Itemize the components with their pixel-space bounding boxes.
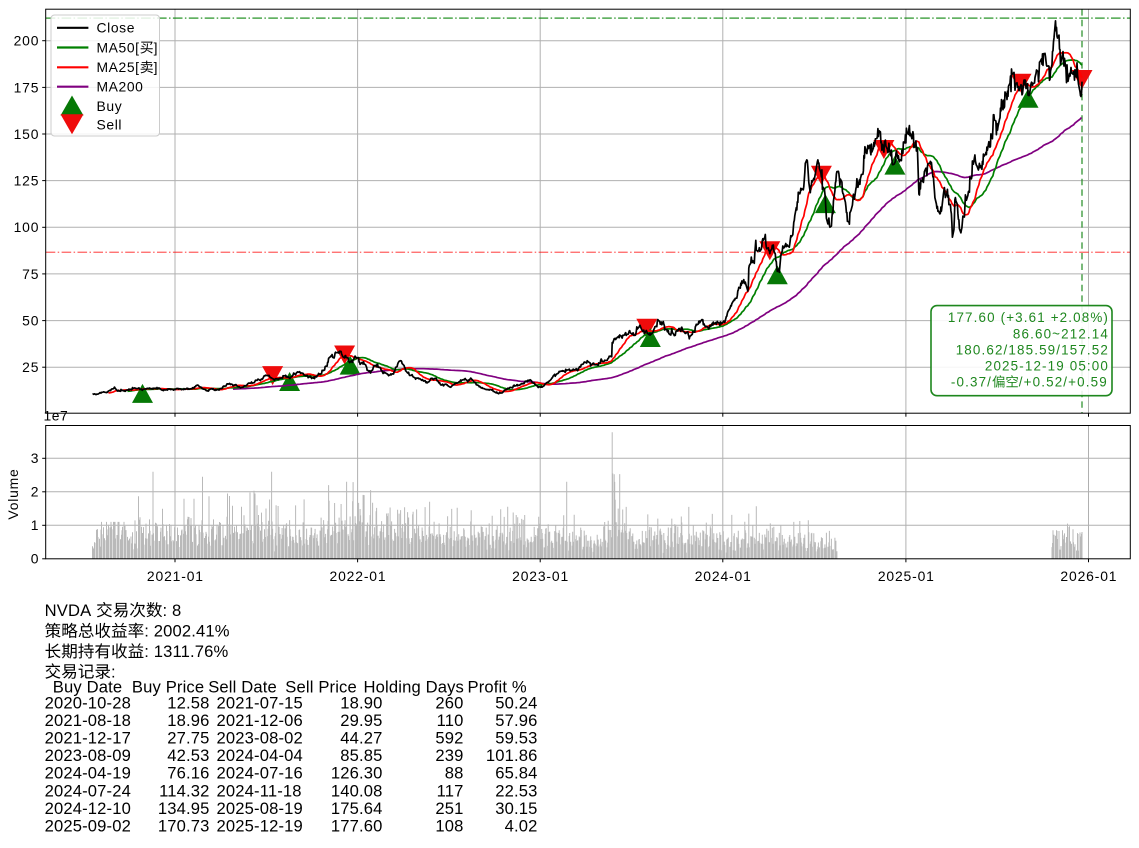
svg-text:175.64: 175.64 <box>331 799 383 818</box>
svg-text:Volume: Volume <box>5 468 21 519</box>
svg-text:2: 2 <box>31 484 40 500</box>
svg-text:4.02: 4.02 <box>505 816 538 835</box>
svg-text:2025-12-19: 2025-12-19 <box>217 816 303 835</box>
svg-text:50.24: 50.24 <box>495 694 537 713</box>
svg-text:2025-01: 2025-01 <box>878 568 935 584</box>
svg-text:2026-01: 2026-01 <box>1060 568 1117 584</box>
svg-text:2025-09-02: 2025-09-02 <box>45 816 131 835</box>
svg-text:2024-04-19: 2024-04-19 <box>45 764 131 783</box>
svg-text:44.27: 44.27 <box>340 729 382 748</box>
svg-text:114.32: 114.32 <box>159 781 209 800</box>
svg-text:2023-08-02: 2023-08-02 <box>217 729 303 748</box>
svg-text:140.08: 140.08 <box>331 781 383 800</box>
svg-text:175: 175 <box>14 79 40 95</box>
svg-text:200: 200 <box>14 33 40 49</box>
svg-text:125: 125 <box>14 173 40 189</box>
svg-text:MA25[: MA25[ <box>97 59 140 75</box>
svg-text:1e7: 1e7 <box>44 408 69 424</box>
svg-text:Sell: Sell <box>97 116 123 132</box>
svg-text:2024-12-10: 2024-12-10 <box>45 799 131 818</box>
svg-text:88: 88 <box>445 764 464 783</box>
svg-text:Buy Price: Buy Price <box>132 678 204 697</box>
svg-text:30.15: 30.15 <box>495 799 537 818</box>
svg-text:2023-08-09: 2023-08-09 <box>45 746 131 765</box>
svg-text:57.96: 57.96 <box>495 711 537 730</box>
svg-text:2021-12-17: 2021-12-17 <box>45 729 131 748</box>
svg-text:3: 3 <box>31 450 40 466</box>
svg-text:Profit %: Profit % <box>468 678 527 697</box>
svg-text:177.60 (+3.61 +2.08%): 177.60 (+3.61 +2.08%) <box>948 310 1109 325</box>
svg-text:]: ] <box>154 39 158 55</box>
svg-text:251: 251 <box>435 799 463 818</box>
svg-text:150: 150 <box>14 126 40 142</box>
svg-text:592: 592 <box>435 729 463 748</box>
svg-text::: : <box>111 662 116 681</box>
svg-text:2021-12-06: 2021-12-06 <box>217 711 303 730</box>
svg-text:76.16: 76.16 <box>167 764 209 783</box>
svg-text:2024-04-04: 2024-04-04 <box>217 746 303 765</box>
svg-text:: 8: : 8 <box>163 601 182 620</box>
svg-text:2021-08-18: 2021-08-18 <box>45 711 131 730</box>
svg-text:2024-07-24: 2024-07-24 <box>45 781 131 800</box>
svg-text:2020-10-28: 2020-10-28 <box>45 694 131 713</box>
svg-text:2024-11-18: 2024-11-18 <box>217 781 302 800</box>
svg-text:110: 110 <box>437 711 464 730</box>
svg-text:Sell Date: Sell Date <box>208 678 277 697</box>
svg-text:2025-08-19: 2025-08-19 <box>217 799 303 818</box>
svg-text:22.53: 22.53 <box>495 781 537 800</box>
svg-text:108: 108 <box>435 816 463 835</box>
svg-text:239: 239 <box>435 746 463 765</box>
svg-text:]: ] <box>154 59 158 75</box>
svg-text:42.53: 42.53 <box>167 746 209 765</box>
svg-text:Holding Days: Holding Days <box>364 678 465 697</box>
svg-text:65.84: 65.84 <box>495 764 537 783</box>
svg-text:100: 100 <box>14 219 40 235</box>
svg-text:2024-01: 2024-01 <box>695 568 752 584</box>
svg-text:2024-07-16: 2024-07-16 <box>217 764 303 783</box>
svg-text:2022-01: 2022-01 <box>330 568 387 584</box>
svg-text:2025-12-19 05:00: 2025-12-19 05:00 <box>985 359 1109 374</box>
svg-text:134.95: 134.95 <box>158 799 210 818</box>
svg-text:MA200: MA200 <box>97 79 144 95</box>
svg-text:2021-01: 2021-01 <box>147 568 204 584</box>
svg-text:75: 75 <box>22 266 39 282</box>
svg-text:18.96: 18.96 <box>167 711 209 730</box>
svg-text:: 2002.41%: : 2002.41% <box>144 622 230 641</box>
svg-text:1: 1 <box>31 517 40 533</box>
svg-text:0: 0 <box>31 551 40 567</box>
svg-text:MA50[: MA50[ <box>97 39 140 55</box>
svg-text:126.30: 126.30 <box>331 764 383 783</box>
svg-text:29.95: 29.95 <box>340 711 382 730</box>
svg-text:-0.37/: -0.37/ <box>951 375 992 390</box>
svg-text:27.75: 27.75 <box>167 729 209 748</box>
svg-text:180.62/185.59/157.52: 180.62/185.59/157.52 <box>956 342 1109 357</box>
svg-text:260: 260 <box>435 694 463 713</box>
svg-text:Close: Close <box>97 20 136 36</box>
svg-text:/+0.52/+0.59: /+0.52/+0.59 <box>1019 375 1108 390</box>
svg-text:85.85: 85.85 <box>340 746 382 765</box>
svg-text:2023-01: 2023-01 <box>512 568 569 584</box>
svg-text:170.73: 170.73 <box>158 816 210 835</box>
svg-text:Sell Price: Sell Price <box>285 678 357 697</box>
svg-text:117: 117 <box>437 781 464 800</box>
svg-text:Buy: Buy <box>97 98 123 114</box>
svg-text:Buy Date: Buy Date <box>53 678 122 697</box>
svg-text:12.58: 12.58 <box>167 694 209 713</box>
svg-text:NVDA: NVDA <box>45 601 92 620</box>
svg-text:18.90: 18.90 <box>340 694 382 713</box>
svg-text:101.86: 101.86 <box>486 746 538 765</box>
svg-text:177.60: 177.60 <box>331 816 383 835</box>
svg-text:25: 25 <box>22 359 39 375</box>
svg-text:50: 50 <box>22 313 39 329</box>
svg-text:2021-07-15: 2021-07-15 <box>217 694 303 713</box>
svg-text:: 1311.76%: : 1311.76% <box>144 642 228 661</box>
svg-text:86.60~212.14: 86.60~212.14 <box>1013 326 1109 341</box>
svg-text:59.53: 59.53 <box>495 729 537 748</box>
